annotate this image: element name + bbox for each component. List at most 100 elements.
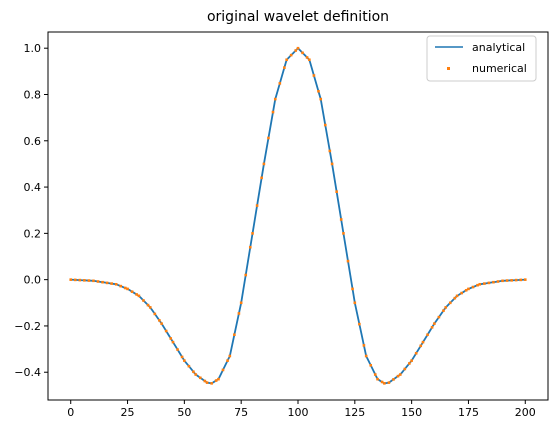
series-point-numerical: [194, 373, 198, 376]
series-point-numerical: [283, 66, 286, 69]
y-tick-label: 0.2: [24, 227, 42, 240]
x-tick-label: 150: [401, 406, 422, 419]
series-point-numerical: [523, 278, 527, 281]
series-point-numerical: [342, 232, 345, 235]
series-point-numerical: [398, 373, 402, 376]
series-point-numerical: [255, 204, 259, 207]
series-point-numerical: [414, 351, 418, 355]
series-point-numerical: [448, 301, 452, 305]
series-layer: [69, 46, 527, 385]
series-point-numerical: [273, 97, 277, 101]
series-point-numerical: [464, 288, 468, 292]
series-point-numerical: [271, 110, 275, 114]
series-point-numerical: [248, 245, 252, 249]
series-point-numerical: [244, 273, 248, 277]
x-tick-label: 75: [234, 406, 248, 419]
series-point-numerical: [239, 301, 243, 305]
series-point-numerical: [142, 299, 145, 302]
series-point-numerical: [323, 123, 327, 127]
y-tick-label: 0.8: [24, 88, 42, 101]
x-tick-label: 50: [177, 406, 191, 419]
y-tick-label: 0.6: [24, 135, 42, 148]
series-point-numerical: [478, 282, 482, 286]
series-point-numerical: [146, 303, 150, 307]
series-point-numerical: [505, 279, 509, 282]
y-axis: −0.4 −0.2 0.0 0.2 0.4 0.6 0.8 1.0: [14, 42, 48, 379]
x-tick-label: 200: [515, 406, 536, 419]
series-point-numerical: [73, 278, 77, 282]
series-point-numerical: [262, 162, 266, 166]
series-point-numerical: [467, 287, 470, 291]
series-point-numerical: [169, 337, 173, 340]
series-point-numerical: [496, 280, 500, 283]
series-point-numerical: [346, 259, 350, 263]
x-tick-label: 125: [344, 406, 365, 419]
series-point-numerical: [301, 51, 304, 55]
series-point-numerical: [487, 281, 491, 285]
series-point-numerical: [364, 354, 368, 358]
series-point-numerical: [353, 301, 357, 305]
series-point-numerical: [383, 382, 386, 385]
series-point-numerical: [164, 329, 168, 333]
series-point-numerical: [519, 278, 523, 282]
series-point-numerical: [437, 315, 441, 319]
series-point-numerical: [78, 278, 82, 282]
series-point-numerical: [358, 322, 361, 326]
series-point-numerical: [153, 312, 157, 316]
series-point-numerical: [330, 162, 334, 166]
series-point-numerical: [87, 279, 91, 282]
series-point-numerical: [421, 340, 425, 344]
series-point-numerical: [198, 376, 202, 380]
series-point-numerical: [285, 58, 288, 62]
series-point-numerical: [444, 306, 448, 309]
series-point-numerical: [126, 287, 129, 291]
series-point-numerical: [205, 381, 209, 384]
y-tick-label: 0.0: [24, 274, 42, 287]
legend-label-numerical: numerical: [472, 62, 527, 75]
series-point-numerical: [471, 285, 475, 289]
series-point-numerical: [160, 322, 163, 325]
legend-label-analytical: analytical: [472, 41, 525, 54]
y-tick-label: −0.4: [14, 366, 41, 379]
series-point-numerical: [251, 232, 254, 235]
series-point-numerical: [105, 281, 109, 285]
series-point-numerical: [339, 218, 343, 221]
y-tick-label: −0.2: [14, 320, 41, 333]
series-point-numerical: [392, 378, 395, 381]
series-point-numerical: [410, 359, 413, 362]
series-point-numerical: [426, 333, 429, 337]
series-point-numerical: [501, 279, 504, 283]
series-point-numerical: [460, 291, 463, 295]
series-point-numerical: [453, 296, 457, 300]
x-tick-label: 100: [288, 406, 309, 419]
series-point-numerical: [203, 379, 207, 383]
series-point-numerical: [210, 382, 213, 385]
series-point-numerical: [110, 282, 113, 285]
y-tick-label: 0.4: [24, 181, 42, 194]
series-point-numerical: [455, 294, 459, 298]
series-point-numerical: [373, 373, 377, 376]
series-point-numerical: [476, 283, 479, 287]
series-point-numerical: [226, 359, 229, 362]
series-point-numerical: [158, 319, 161, 322]
series-point-numerical: [176, 348, 179, 351]
series-point-numerical: [510, 279, 513, 282]
y-tick-label: 1.0: [24, 42, 42, 55]
plot-area: [47, 31, 549, 401]
series-point-numerical: [137, 294, 141, 298]
series-point-numerical: [319, 97, 323, 101]
series-point-numerical: [442, 309, 445, 312]
series-point-numerical: [403, 367, 407, 371]
series-point-numerical: [171, 340, 175, 344]
series-point-numerical: [135, 293, 138, 296]
series-point-numerical: [233, 333, 236, 337]
x-tick-label: 0: [67, 406, 74, 419]
series-point-numerical: [237, 312, 241, 315]
x-tick-label: 25: [121, 406, 135, 419]
series-point-numerical: [396, 374, 400, 378]
legend: analytical numerical: [426, 35, 537, 82]
series-point-numerical: [260, 176, 263, 180]
series-point-numerical: [408, 362, 411, 365]
series-point-numerical: [183, 359, 186, 362]
series-point-numerical: [387, 381, 391, 384]
